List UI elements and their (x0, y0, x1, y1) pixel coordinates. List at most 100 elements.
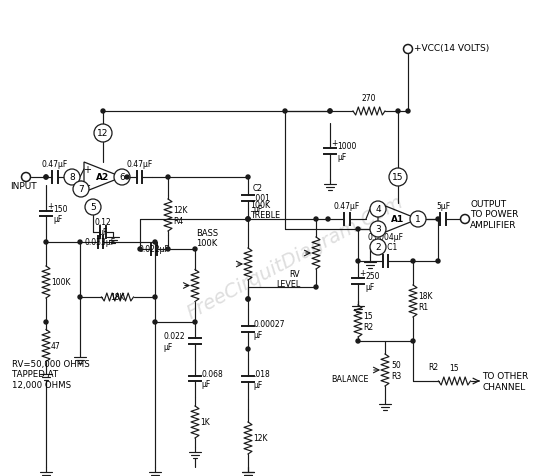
Circle shape (436, 218, 440, 221)
Circle shape (101, 110, 105, 114)
Circle shape (283, 110, 287, 114)
Text: 0.47μF: 0.47μF (127, 159, 153, 169)
Text: +: + (331, 139, 337, 148)
Circle shape (246, 298, 250, 301)
Circle shape (114, 169, 130, 186)
Text: 0.0004μF
      C1: 0.0004μF C1 (367, 232, 403, 251)
Circle shape (246, 218, 250, 221)
Text: RV
LEVEL: RV LEVEL (276, 269, 300, 289)
Circle shape (406, 110, 410, 114)
Text: 12: 12 (97, 129, 109, 138)
Text: A1: A1 (391, 215, 405, 224)
Text: 12K: 12K (253, 434, 268, 443)
Text: 0.47μF: 0.47μF (42, 159, 68, 169)
Circle shape (389, 169, 407, 187)
Text: 5: 5 (90, 203, 96, 212)
Circle shape (166, 176, 170, 179)
Text: 4: 4 (375, 205, 381, 214)
Text: 7: 7 (78, 185, 84, 194)
Circle shape (94, 125, 112, 143)
Circle shape (370, 201, 386, 218)
Text: +: + (359, 268, 365, 278)
Circle shape (85, 199, 101, 216)
Circle shape (326, 218, 330, 221)
Text: INPUT: INPUT (10, 182, 37, 190)
Circle shape (64, 169, 80, 186)
Circle shape (403, 45, 412, 54)
Circle shape (328, 110, 332, 114)
Text: 18K
R1: 18K R1 (418, 292, 432, 311)
Text: 100K: 100K (51, 278, 70, 287)
Circle shape (396, 110, 400, 114)
Text: 18K: 18K (110, 292, 125, 301)
Text: 150
μF: 150 μF (53, 204, 68, 224)
Circle shape (246, 218, 250, 221)
Circle shape (356, 259, 360, 263)
Circle shape (153, 240, 157, 245)
Circle shape (410, 211, 426, 228)
Circle shape (44, 176, 48, 179)
Circle shape (356, 228, 360, 231)
Text: 1K: 1K (200, 417, 210, 426)
Circle shape (314, 286, 318, 289)
Text: .018
μF: .018 μF (253, 369, 270, 389)
Text: 100K
TREBLE: 100K TREBLE (250, 200, 280, 219)
Circle shape (153, 296, 157, 299)
Text: 15: 15 (450, 363, 460, 372)
Text: 50
R3: 50 R3 (391, 360, 401, 380)
Circle shape (193, 320, 197, 324)
Text: 0.033μF: 0.033μF (85, 238, 116, 247)
Circle shape (246, 298, 250, 301)
Circle shape (193, 248, 197, 251)
Text: 2: 2 (375, 243, 381, 252)
Text: 270: 270 (362, 94, 376, 103)
Circle shape (246, 176, 250, 179)
Text: +VCC(14 VOLTS): +VCC(14 VOLTS) (414, 43, 490, 52)
Circle shape (44, 176, 48, 179)
Text: +: + (47, 201, 53, 210)
Circle shape (78, 296, 82, 299)
Circle shape (314, 218, 318, 221)
Circle shape (138, 248, 142, 251)
Circle shape (356, 339, 360, 343)
Circle shape (461, 215, 470, 224)
Text: 6: 6 (119, 173, 125, 182)
Circle shape (153, 320, 157, 324)
Text: 0.068
μF: 0.068 μF (201, 369, 223, 388)
Text: 8: 8 (69, 173, 75, 182)
Circle shape (44, 320, 48, 324)
Text: +: + (83, 165, 91, 175)
Text: BASS
100K: BASS 100K (196, 228, 218, 248)
Circle shape (166, 248, 170, 251)
Circle shape (436, 259, 440, 263)
Circle shape (78, 240, 82, 245)
Text: RV=50,000 OHMS
TAPPED AT
12,000 OHMS: RV=50,000 OHMS TAPPED AT 12,000 OHMS (12, 359, 90, 389)
Text: 0.12
μF: 0.12 μF (94, 217, 112, 237)
Text: C2
.001
μF: C2 .001 μF (253, 184, 270, 213)
Text: 3: 3 (375, 225, 381, 234)
Circle shape (370, 221, 386, 238)
Text: 0.022
μF: 0.022 μF (163, 332, 185, 351)
Circle shape (370, 239, 386, 256)
Circle shape (22, 173, 31, 182)
Circle shape (328, 110, 332, 114)
Text: 5μF: 5μF (436, 201, 450, 210)
Text: BALANCE: BALANCE (331, 374, 369, 383)
Circle shape (246, 218, 250, 221)
Circle shape (246, 347, 250, 351)
Text: R2: R2 (428, 362, 438, 371)
Text: −: − (377, 224, 385, 234)
Text: TO OTHER
CHANNEL: TO OTHER CHANNEL (482, 372, 528, 391)
Circle shape (73, 182, 89, 198)
Text: 1: 1 (415, 215, 421, 224)
Text: 0.00027
μF: 0.00027 μF (253, 319, 285, 339)
Text: 250
μF: 250 μF (365, 272, 380, 291)
Text: 15: 15 (392, 173, 403, 182)
Text: 0.022μF: 0.022μF (139, 245, 169, 253)
Circle shape (411, 339, 415, 343)
Text: 47: 47 (51, 341, 60, 350)
Text: 12K
R4: 12K R4 (173, 206, 188, 225)
Text: 1000
μF: 1000 μF (337, 142, 356, 161)
Text: OUTPUT
TO POWER
AMPLIFIER: OUTPUT TO POWER AMPLIFIER (470, 199, 518, 229)
Text: A2: A2 (97, 173, 110, 182)
